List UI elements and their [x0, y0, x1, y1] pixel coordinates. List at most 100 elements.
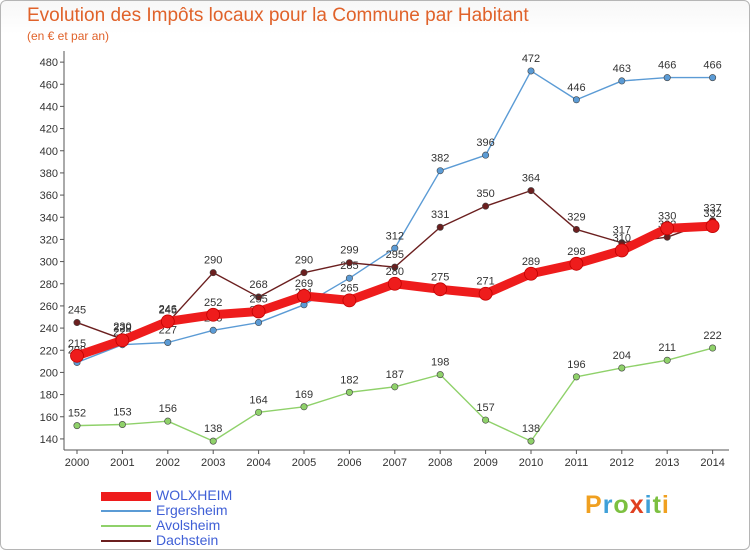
legend-label: Avolsheim — [156, 517, 221, 533]
data-label-dachstein: 268 — [249, 279, 267, 291]
chart-title: Evolution des Impôts locaux pour la Comm… — [27, 5, 529, 26]
data-label-avolsheim: 138 — [204, 423, 222, 435]
data-label-dachstein: 299 — [340, 245, 358, 257]
logo-letter: i — [661, 491, 670, 519]
data-label-ergersheim: 466 — [658, 60, 676, 72]
legend-swatch — [101, 540, 151, 542]
data-point-wolxheim — [705, 219, 720, 234]
y-tick-label: 340 — [40, 212, 58, 224]
data-point-avolsheim — [663, 356, 671, 364]
data-point-wolxheim — [660, 221, 675, 236]
data-label-avolsheim: 152 — [68, 408, 86, 420]
y-tick-label: 480 — [40, 57, 58, 69]
data-point-dachstein — [300, 269, 308, 277]
data-point-wolxheim — [297, 289, 311, 303]
data-label-wolxheim: 252 — [204, 297, 222, 309]
data-point-avolsheim — [300, 403, 308, 411]
x-tick-label: 2007 — [383, 457, 407, 469]
data-point-wolxheim — [115, 333, 130, 348]
data-point-avolsheim — [572, 373, 580, 381]
legend-label: Ergersheim — [156, 502, 228, 518]
data-point-ergersheim — [164, 338, 172, 346]
y-tick-label: 160 — [40, 412, 58, 424]
data-label-wolxheim: 215 — [68, 338, 86, 350]
data-point-wolxheim — [251, 304, 266, 319]
legend-item-ergersheim: Ergersheim — [101, 503, 341, 518]
data-label-avolsheim: 157 — [476, 402, 494, 414]
data-point-ergersheim — [482, 151, 490, 159]
x-tick-label: 2010 — [519, 457, 543, 469]
data-label-avolsheim: 138 — [522, 423, 540, 435]
data-label-avolsheim: 156 — [159, 403, 177, 415]
y-tick-label: 400 — [40, 146, 58, 158]
data-point-avolsheim — [209, 437, 217, 445]
data-label-dachstein: 290 — [295, 255, 313, 267]
data-label-ergersheim: 396 — [476, 137, 494, 149]
data-label-wolxheim: 330 — [658, 210, 676, 222]
x-tick-label: 2012 — [610, 457, 634, 469]
data-label-wolxheim: 246 — [159, 303, 177, 315]
y-tick-label: 180 — [40, 390, 58, 402]
data-point-ergersheim — [618, 77, 626, 85]
y-tick-label: 440 — [40, 101, 58, 113]
y-tick-label: 320 — [40, 234, 58, 246]
data-label-wolxheim: 275 — [431, 271, 449, 283]
legend-label: WOLXHEIM — [156, 487, 233, 503]
data-label-ergersheim: 466 — [703, 60, 721, 72]
data-label-avolsheim: 187 — [386, 369, 404, 381]
proxiti-logo: Proxiti — [585, 491, 670, 520]
data-label-ergersheim: 312 — [386, 230, 404, 242]
data-point-dachstein — [345, 259, 353, 267]
data-label-dachstein: 364 — [522, 173, 540, 185]
logo-letter: o — [613, 491, 630, 519]
x-tick-label: 2001 — [110, 457, 134, 469]
x-tick-label: 2000 — [65, 457, 89, 469]
data-point-dachstein — [73, 319, 81, 327]
data-label-wolxheim: 298 — [567, 246, 585, 258]
data-point-ergersheim — [255, 319, 263, 327]
legend-label: Dachstein — [156, 532, 219, 548]
data-label-avolsheim: 164 — [249, 394, 267, 406]
data-label-dachstein: 290 — [204, 255, 222, 267]
data-point-avolsheim — [345, 388, 353, 396]
y-tick-label: 240 — [40, 323, 58, 335]
data-label-avolsheim: 204 — [613, 350, 631, 362]
x-tick-label: 2004 — [246, 457, 270, 469]
data-label-avolsheim: 196 — [567, 359, 585, 371]
data-label-dachstein: 350 — [476, 188, 494, 200]
data-label-wolxheim: 289 — [522, 256, 540, 268]
data-label-wolxheim: 265 — [340, 282, 358, 294]
data-point-avolsheim — [618, 364, 626, 372]
logo-letter: P — [585, 491, 603, 519]
data-label-avolsheim: 153 — [113, 407, 131, 419]
data-label-dachstein: 245 — [159, 305, 177, 317]
data-label-dachstein: 295 — [386, 249, 404, 261]
data-label-wolxheim: 280 — [386, 266, 404, 278]
data-label-wolxheim: 269 — [295, 278, 313, 290]
y-tick-label: 420 — [40, 124, 58, 136]
data-label-ergersheim: 446 — [567, 82, 585, 94]
data-label-ergersheim: 472 — [522, 53, 540, 65]
data-point-wolxheim — [524, 266, 538, 281]
y-tick-label: 460 — [40, 79, 58, 91]
data-point-wolxheim — [614, 243, 629, 258]
data-point-wolxheim — [342, 293, 357, 308]
logo-letter: i — [644, 491, 653, 519]
data-point-ergersheim — [527, 67, 535, 75]
chart-legend: WOLXHEIM Ergersheim Avolsheim Dachstein — [101, 488, 341, 548]
y-tick-label: 380 — [40, 168, 58, 180]
data-label-ergersheim: 382 — [431, 153, 449, 165]
data-point-ergersheim — [345, 274, 353, 282]
data-label-avolsheim: 211 — [658, 342, 676, 354]
data-label-avolsheim: 169 — [295, 389, 313, 401]
data-point-wolxheim — [70, 348, 84, 363]
data-point-avolsheim — [391, 383, 399, 391]
series-line-avolsheim — [76, 347, 714, 442]
data-point-avolsheim — [482, 416, 490, 424]
data-label-wolxheim: 310 — [613, 233, 631, 245]
data-point-avolsheim — [73, 422, 81, 430]
data-point-ergersheim — [572, 96, 580, 104]
legend-item-avolsheim: Avolsheim — [101, 518, 341, 533]
data-point-avolsheim — [436, 371, 444, 379]
